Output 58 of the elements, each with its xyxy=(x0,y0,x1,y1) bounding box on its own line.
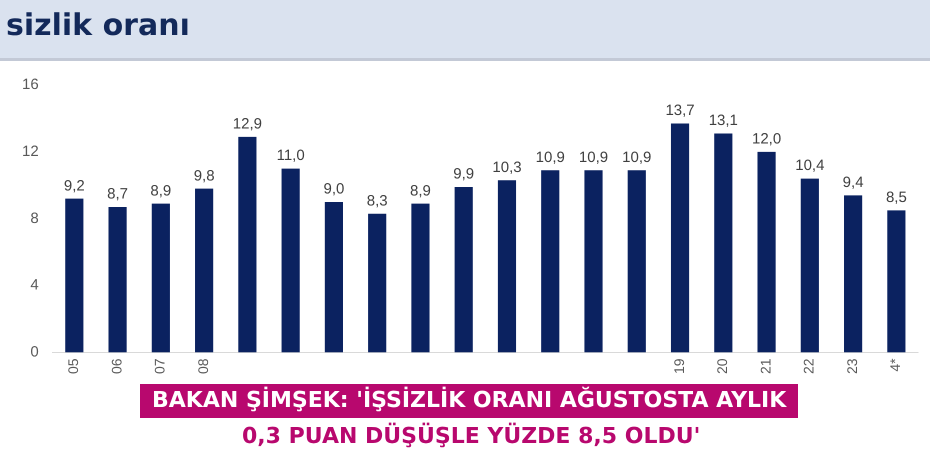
x-tick-label: 21 xyxy=(757,358,774,374)
bar xyxy=(411,204,430,352)
data-label: 10,4 xyxy=(795,157,824,174)
data-label: 12,9 xyxy=(232,115,262,132)
data-label: 13,1 xyxy=(708,112,738,130)
y-tick-label: 12 xyxy=(22,143,39,160)
bar xyxy=(368,214,386,352)
x-tick-label: 22 xyxy=(800,358,817,374)
data-label: 9,8 xyxy=(194,167,215,184)
text: 0,3 PUAN DÜŞÜŞLE YÜZDE 8,5 OLDU' xyxy=(230,420,712,454)
y-tick-label: 0 xyxy=(30,344,39,361)
bar xyxy=(65,198,84,352)
data-label: 8,9 xyxy=(410,182,431,200)
y-tick-label: 16 xyxy=(22,76,39,94)
data-label: 8,7 xyxy=(107,186,128,203)
x-tick-label: 07 xyxy=(152,358,168,374)
x-tick-label: 23 xyxy=(844,358,860,374)
bar xyxy=(195,188,214,352)
bar xyxy=(714,133,732,352)
bar xyxy=(670,123,690,352)
bar xyxy=(282,168,300,352)
data-label: 10,9 xyxy=(578,148,608,166)
bar xyxy=(800,178,819,352)
data-label: 10,9 xyxy=(536,148,565,166)
data-label: 9,0 xyxy=(323,180,344,198)
data-label: 9,4 xyxy=(842,174,864,191)
bar xyxy=(887,210,906,352)
data-label: 10,9 xyxy=(622,148,652,166)
x-tick-label: 19 xyxy=(670,358,687,374)
x-tick-label: 4* xyxy=(887,358,904,372)
bar xyxy=(324,202,343,352)
data-label: 8,3 xyxy=(366,192,388,210)
bar xyxy=(844,195,862,352)
bar xyxy=(238,136,256,352)
x-tick-label: 05 xyxy=(65,358,82,374)
bar xyxy=(152,204,170,352)
bar xyxy=(541,170,560,352)
bar xyxy=(628,170,646,352)
data-label: 8,5 xyxy=(886,188,907,206)
y-tick-label: 8 xyxy=(30,210,39,227)
data-label: 12,0 xyxy=(752,130,782,148)
y-tick-label: 4 xyxy=(30,276,39,294)
data-label: 8,9 xyxy=(150,182,172,200)
bar xyxy=(454,186,473,352)
data-label: 9,9 xyxy=(453,166,474,183)
chart-title: sizlik oranı xyxy=(6,8,190,43)
x-tick-label: 20 xyxy=(714,358,730,374)
bar xyxy=(757,152,776,352)
data-label: 10,3 xyxy=(492,158,522,176)
bar xyxy=(584,170,603,352)
data-label: 13,7 xyxy=(665,102,695,120)
text: BAKAN ŞİMŞEK: 'İŞSİZLİK ORANI AĞUSTOSTA AYLIK xyxy=(140,384,798,418)
bar xyxy=(498,180,516,352)
data-label: 11,0 xyxy=(276,147,305,164)
x-tick-label: 08 xyxy=(194,358,211,374)
data-label: 9,2 xyxy=(64,177,85,194)
bar xyxy=(108,207,127,352)
x-tick-label: 06 xyxy=(108,358,124,374)
